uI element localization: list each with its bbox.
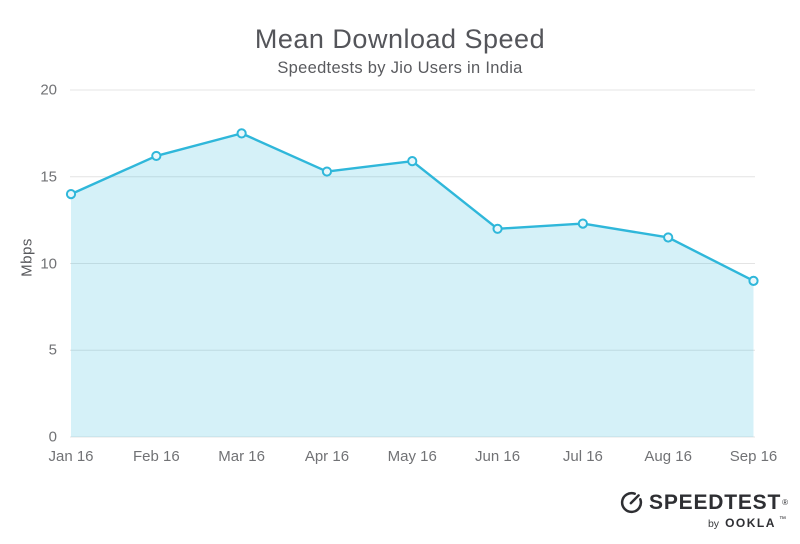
trademark-symbol: ™ <box>779 516 786 523</box>
data-point-marker <box>236 128 247 139</box>
data-point-marker <box>492 223 503 234</box>
data-point-marker <box>65 189 77 200</box>
x-tick-label: Jun 16 <box>475 448 521 465</box>
data-point-marker <box>577 218 588 229</box>
x-tick-label: Mar 16 <box>218 448 265 465</box>
speedometer-gauge-icon <box>620 491 643 514</box>
brand-footer: SPEEDTEST ® by OOKLA ™ <box>619 490 788 530</box>
x-tick-label: Apr 16 <box>304 448 350 465</box>
speedtest-wordmark: SPEEDTEST <box>649 490 782 514</box>
data-point-marker <box>663 232 674 243</box>
x-tick-label: Aug 16 <box>644 448 692 465</box>
registered-trademark-symbol: ® <box>782 497 788 507</box>
y-tick-label: 0 <box>48 428 57 446</box>
x-tick-label: Sep 16 <box>729 448 778 465</box>
speedtest-logo: SPEEDTEST ® <box>619 490 788 515</box>
y-tick-label: 20 <box>40 81 57 99</box>
byline-prefix: by <box>707 518 720 530</box>
x-tick-label: Jul 16 <box>562 448 603 465</box>
x-tick-label: Feb 16 <box>132 448 180 465</box>
ookla-wordmark: OOKLA <box>725 516 776 530</box>
x-tick-label: Jan 16 <box>48 448 94 465</box>
data-point-marker <box>151 150 162 162</box>
ookla-byline: by OOKLA ™ <box>619 516 788 530</box>
chart-subtitle: Speedtests by Jio Users in India <box>277 59 523 77</box>
x-tick-label: May 16 <box>387 448 437 465</box>
data-point-marker <box>748 275 759 286</box>
chart-header: Mean Download Speed Speedtests by Jio Us… <box>0 24 800 78</box>
y-tick-label: 5 <box>48 341 57 359</box>
data-point-marker <box>407 156 418 167</box>
y-tick-label: 15 <box>40 168 57 186</box>
y-axis-label: Mbps <box>18 238 36 277</box>
data-point-marker <box>321 166 333 177</box>
area-fill <box>71 133 754 437</box>
y-tick-label: 10 <box>40 255 57 272</box>
chart-title: Mean Download Speed <box>254 24 546 54</box>
